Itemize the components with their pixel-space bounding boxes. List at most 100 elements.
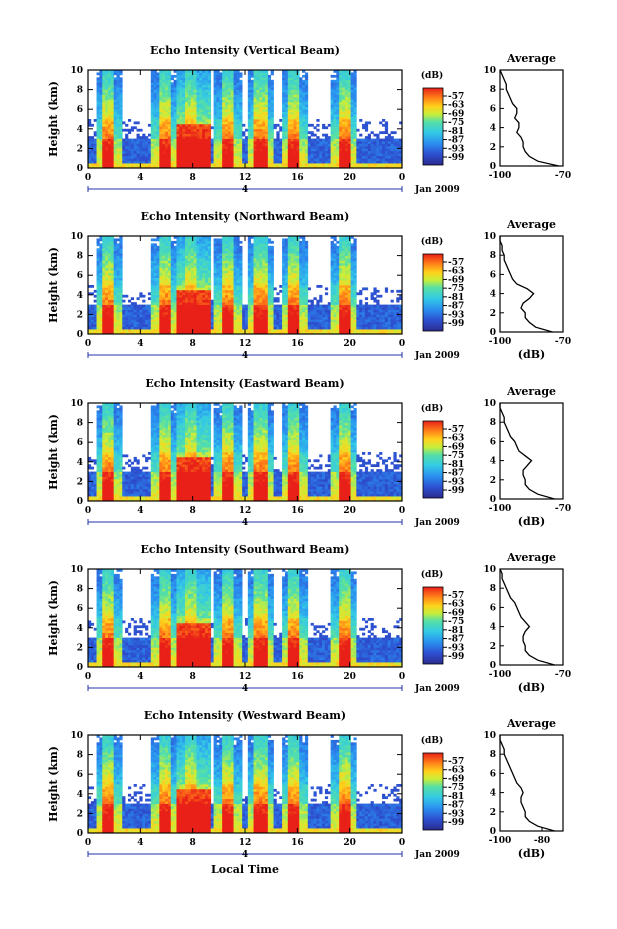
heatmap-cell: [113, 294, 117, 298]
heatmap-cell: [264, 111, 269, 115]
heatmap-cell: [142, 294, 146, 298]
heatmap-cell: [256, 89, 260, 93]
heatmap-cell: [167, 111, 172, 115]
heatmap-cell: [90, 319, 95, 323]
heatmap-cell: [222, 158, 226, 161]
heatmap-cell: [179, 119, 183, 122]
heatmap-cell: [219, 116, 223, 120]
heatmap-cell: [179, 138, 183, 142]
heatmap-cell: [167, 87, 172, 90]
heatmap-cell: [216, 316, 220, 320]
heatmap-cell: [162, 265, 166, 269]
heatmap-cell: [393, 143, 397, 147]
heatmap-cell: [205, 150, 209, 154]
heatmap-cell: [102, 285, 106, 288]
heatmap-cell: [370, 153, 374, 157]
heatmap-cell: [176, 277, 180, 281]
heatmap-cell: [150, 326, 154, 330]
heatmap-cell: [239, 87, 243, 90]
heatmap-cell: [250, 148, 254, 152]
heatmap-cell: [99, 77, 103, 81]
heatmap-cell: [313, 160, 317, 164]
heatmap-cell: [173, 236, 177, 239]
heatmap-cell: [136, 143, 140, 147]
heatmap-cell: [93, 158, 97, 161]
heatmap-cell: [105, 280, 109, 283]
heatmap-cell: [299, 133, 303, 137]
heatmap-cell: [207, 294, 212, 298]
heatmap-cell: [225, 272, 229, 276]
heatmap-cell: [185, 285, 189, 288]
heatmap-cell: [170, 299, 174, 303]
heatmap-cell: [150, 143, 154, 147]
heatmap-cell: [110, 243, 115, 247]
heatmap-cell: [88, 136, 92, 139]
heatmap-cell: [219, 243, 223, 247]
heatmap-cell: [176, 114, 180, 117]
heatmap-cell: [284, 104, 289, 108]
heatmap-cell: [207, 165, 212, 169]
heatmap-cell: [339, 82, 343, 86]
heatmap-cell: [176, 70, 180, 73]
heatmap-cell: [150, 148, 154, 152]
heatmap-cell: [219, 111, 223, 115]
heatmap-cell: [105, 265, 109, 269]
heatmap-cell: [222, 101, 226, 105]
heatmap-cell: [236, 94, 240, 98]
heatmap-cell: [90, 285, 95, 288]
heatmap-cell: [216, 106, 220, 110]
heatmap-cell: [196, 297, 200, 301]
heatmap-cell: [267, 121, 272, 125]
heatmap-cell: [273, 143, 277, 147]
heatmap-cell: [136, 307, 140, 310]
heatmap-cell: [256, 101, 260, 105]
heatmap-cell: [370, 150, 374, 154]
heatmap-cell: [130, 324, 135, 327]
heatmap-cell: [187, 299, 192, 303]
heatmap-cell: [205, 243, 209, 247]
heatmap-cell: [256, 87, 260, 90]
heatmap-cell: [264, 89, 269, 93]
heatmap-cell: [113, 101, 117, 105]
heatmap-cell: [190, 94, 194, 98]
heatmap-cell: [187, 87, 192, 90]
heatmap-cell: [213, 292, 217, 296]
heatmap-cell: [150, 297, 154, 301]
heatmap-cell: [219, 77, 223, 81]
heatmap-cell: [196, 155, 200, 159]
heatmap-cell: [225, 236, 229, 239]
heatmap-cell: [293, 150, 297, 154]
heatmap-cell: [222, 165, 226, 169]
heatmap-cell: [210, 319, 214, 323]
heatmap-cell: [230, 316, 234, 320]
heatmap-cell: [125, 331, 129, 335]
heatmap-cell: [179, 94, 183, 98]
heatmap-cell: [196, 238, 200, 242]
heatmap-cell: [199, 163, 203, 166]
heatmap-cell: [185, 150, 189, 154]
heatmap-cell: [222, 138, 226, 142]
heatmap-cell: [179, 165, 183, 169]
heatmap-cell: [105, 267, 109, 271]
heatmap-cell: [99, 280, 103, 283]
heatmap-cell: [199, 236, 203, 239]
heatmap-cell: [156, 297, 160, 301]
heatmap-cell: [256, 94, 260, 98]
heatmap-cell: [202, 104, 206, 108]
heatmap-cell: [107, 163, 112, 166]
heatmap-cell: [259, 92, 263, 95]
heatmap-cell: [399, 160, 403, 164]
heatmap-cell: [270, 119, 274, 122]
heatmap-cell: [167, 292, 172, 296]
heatmap-cell: [382, 131, 386, 135]
heatmap-cell: [205, 272, 209, 276]
heatmap-cell: [247, 111, 252, 115]
heatmap-cell: [156, 150, 160, 154]
heatmap-cell: [179, 248, 183, 252]
heatmap-cell: [227, 240, 232, 244]
heatmap-cell: [236, 96, 240, 100]
heatmap-cell: [102, 262, 106, 266]
heatmap-cell: [230, 297, 234, 301]
heatmap-cell: [353, 99, 357, 103]
heatmap-cell: [107, 299, 112, 303]
